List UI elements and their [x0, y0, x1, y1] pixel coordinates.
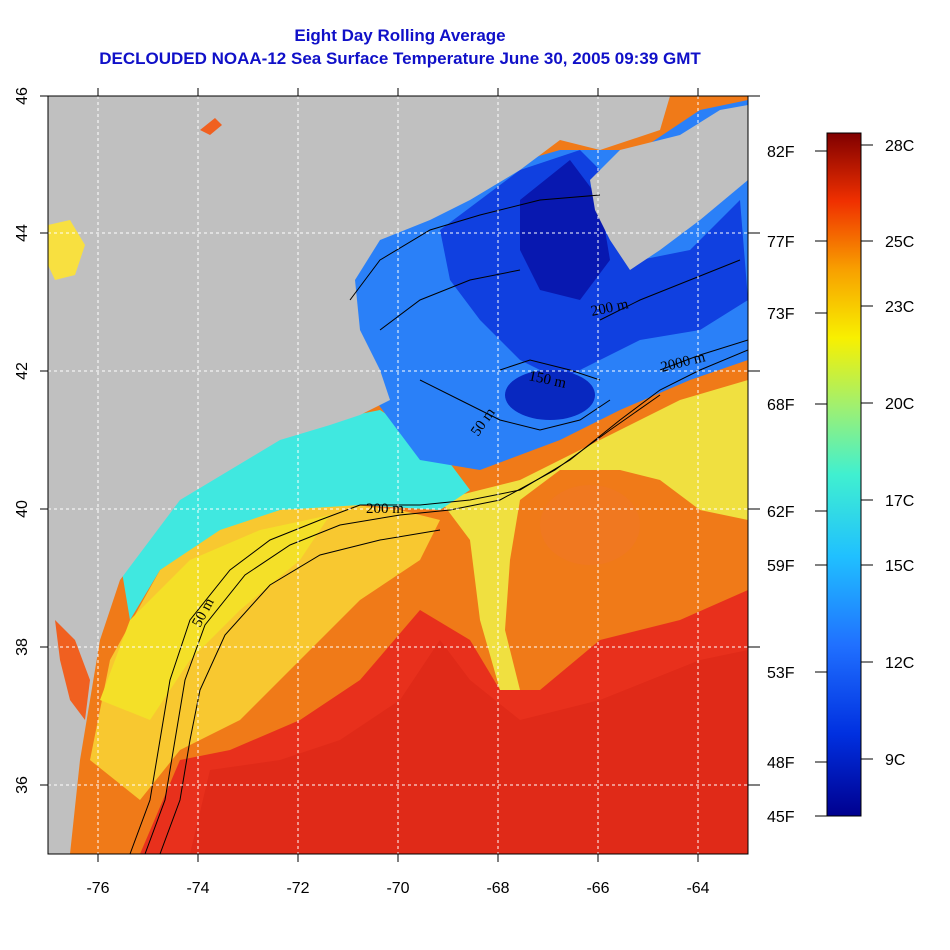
lon-tick-label: -66 [586, 880, 609, 897]
lon-tick-label: -72 [286, 880, 309, 897]
lat-tick-label: 46 [14, 87, 31, 105]
fahrenheit-label: 48F [767, 755, 795, 772]
contour-label: 200 m [590, 296, 631, 320]
coldest-water [520, 160, 610, 300]
inland-lake [48, 220, 85, 280]
graticule [48, 96, 748, 854]
warm-eddy [540, 485, 640, 565]
celsius-label: 25C [885, 234, 914, 251]
fahrenheit-label: 45F [767, 809, 795, 826]
lat-tick-label: 42 [14, 362, 31, 380]
contour-label: 200 m [366, 501, 404, 517]
fahrenheit-label: 77F [767, 234, 795, 251]
lon-tick-label: -74 [186, 880, 209, 897]
land-nova-scotia [590, 105, 748, 270]
celsius-label: 9C [885, 752, 905, 769]
sst-map: 50 m 200 m 2000 m 50 m 150 m 200 m [48, 96, 748, 854]
color-scale-bar [826, 132, 862, 817]
fahrenheit-label: 59F [767, 558, 795, 575]
lat-tick-label: 40 [14, 500, 31, 518]
lat-tick-label: 36 [14, 776, 31, 794]
celsius-label: 17C [885, 493, 914, 510]
shelf-yellow [100, 515, 330, 720]
lon-tick-label: -68 [486, 880, 509, 897]
x-axis-ticks [97, 88, 699, 862]
chart-subtitle: DECLOUDED NOAA-12 Sea Surface Temperatur… [99, 49, 701, 68]
lat-tick-label: 38 [14, 638, 31, 656]
fahrenheit-label: 53F [767, 665, 795, 682]
fahrenheit-ticks [815, 150, 827, 817]
contour-label: 150 m [527, 368, 568, 392]
georges-bank-cold [505, 370, 595, 420]
hot-core [190, 640, 748, 854]
celsius-label: 20C [885, 396, 914, 413]
shelf-cyan [120, 410, 470, 620]
y-axis-ticks [40, 95, 760, 786]
lon-tick-label: -76 [86, 880, 109, 897]
fahrenheit-label: 62F [767, 504, 795, 521]
chart-title: Eight Day Rolling Average [294, 26, 506, 45]
lon-tick-label: -70 [386, 880, 409, 897]
fahrenheit-label: 68F [767, 397, 795, 414]
lon-tick-label: -64 [686, 880, 709, 897]
celsius-ticks [861, 144, 873, 760]
chesapeake-water [55, 620, 90, 720]
land [48, 96, 670, 854]
celsius-label: 28C [885, 138, 914, 155]
fahrenheit-label: 73F [767, 306, 795, 323]
fahrenheit-label: 82F [767, 144, 795, 161]
bathymetry-contours [129, 194, 748, 854]
slope-water [440, 380, 748, 690]
inland-lake-2 [200, 118, 222, 135]
celsius-label: 15C [885, 558, 914, 575]
celsius-label: 23C [885, 299, 914, 316]
celsius-label: 12C [885, 655, 914, 672]
lat-tick-label: 44 [14, 224, 31, 242]
